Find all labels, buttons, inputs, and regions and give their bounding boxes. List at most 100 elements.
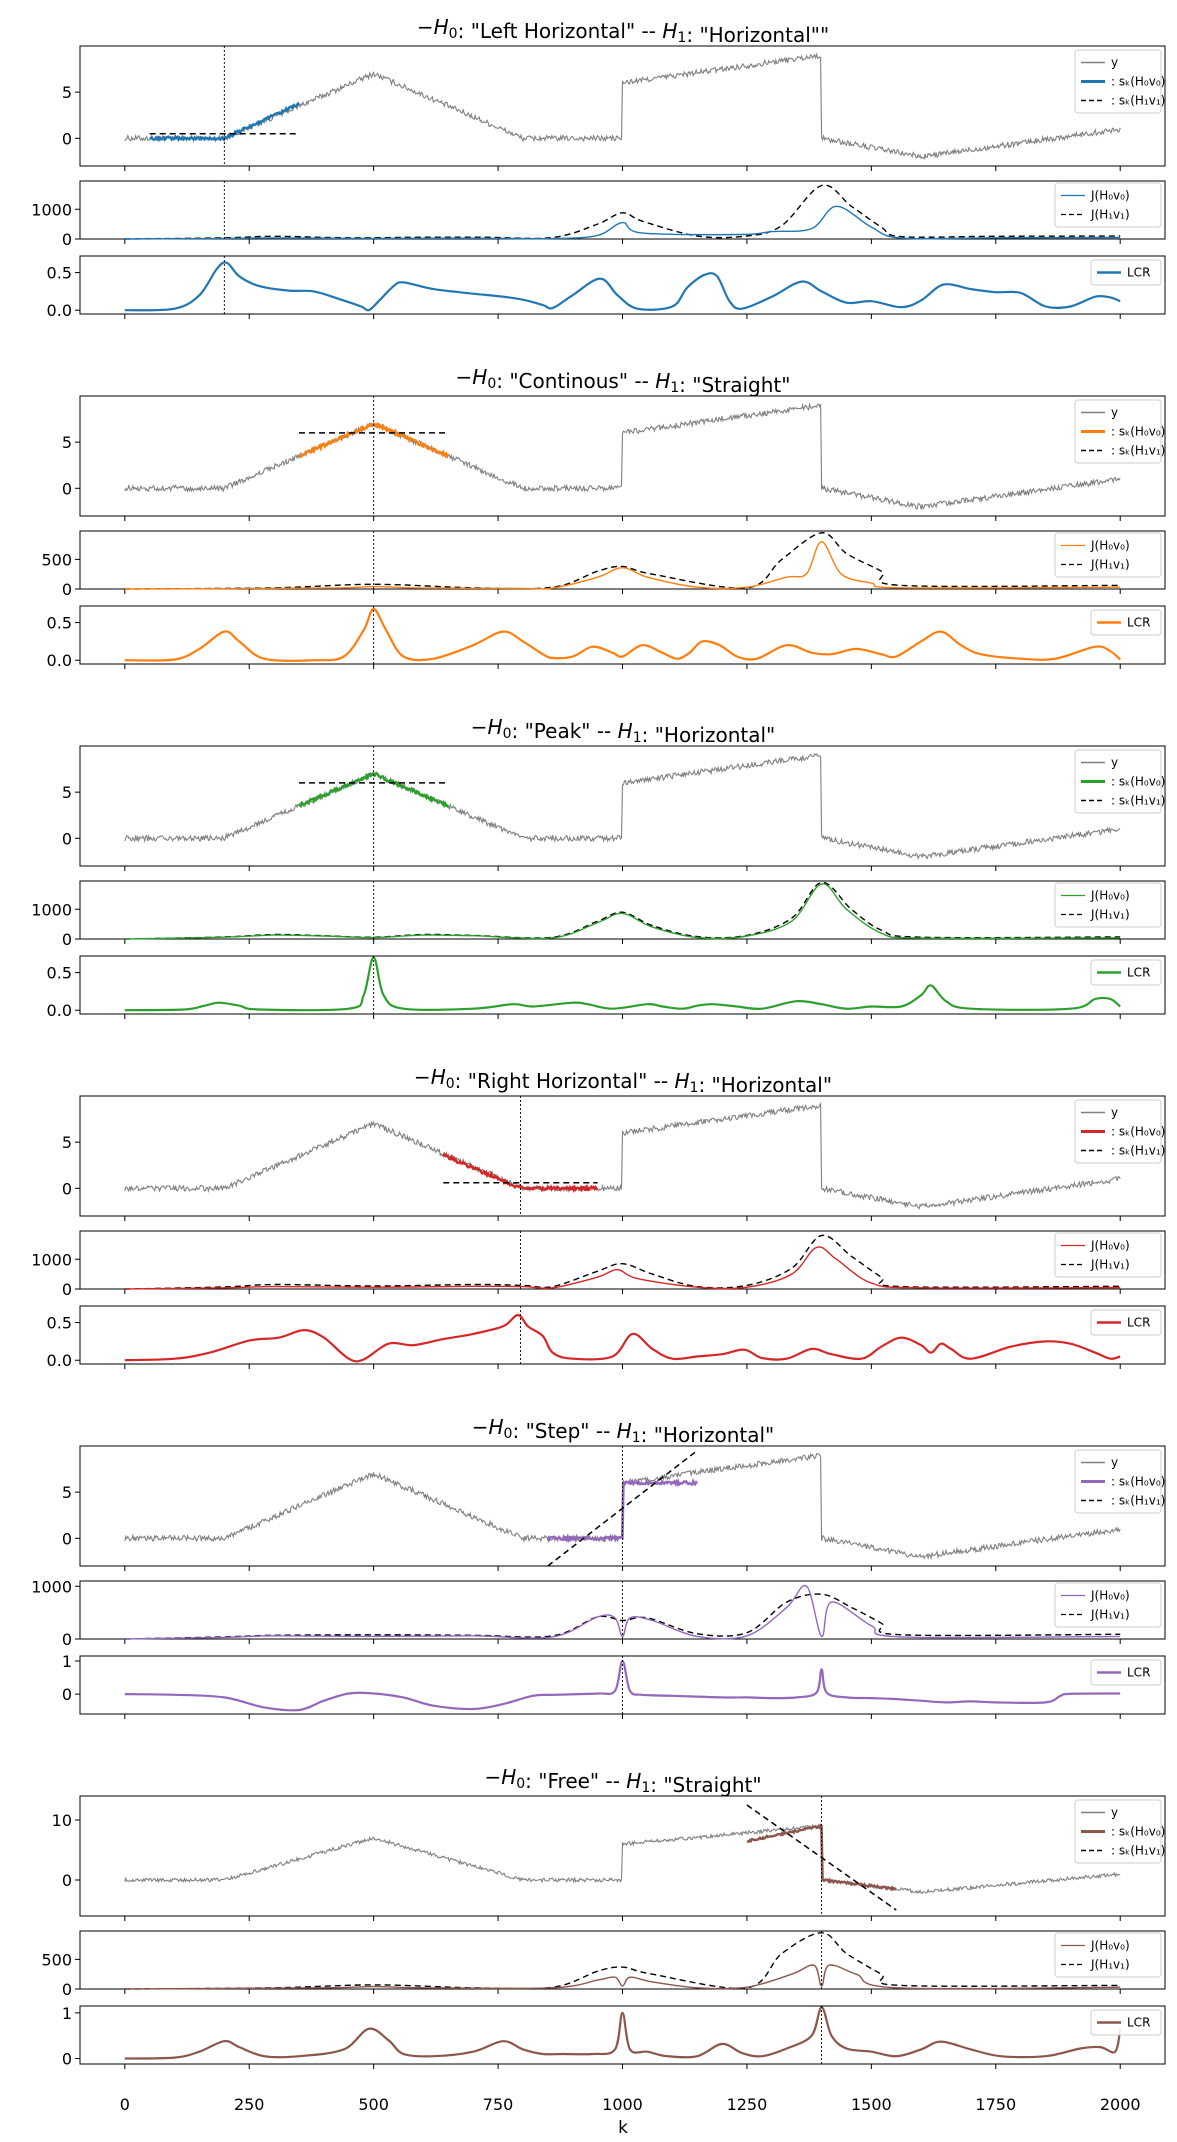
signal-panel-legend-label: y (1111, 756, 1118, 770)
cost-panel-ytick-label: 500 (41, 1950, 72, 1969)
title-part: : (455, 1069, 468, 1093)
cost-j-h0-line (124, 883, 1121, 940)
panel-title: −H0: "Step" -- H1: "Horizontal" (472, 1415, 775, 1447)
title-part: H (434, 15, 449, 39)
lcr-panel-ytick-label: 1 (62, 1652, 72, 1671)
lcr-panel-legend-label: LCR (1127, 616, 1150, 630)
signal-panel-ytick-label: 10 (52, 1811, 72, 1830)
title-part: : (686, 23, 699, 47)
lcr-line (124, 1313, 1121, 1363)
lcr-panel-legend-box (1090, 959, 1162, 986)
title-part: 1 (632, 1430, 641, 1446)
lcr-panel-ytick-label: 0.0 (47, 651, 72, 670)
lcr-panel-legend-box (1090, 609, 1162, 636)
cost-j-h0-line (124, 1246, 1121, 1290)
signal-panel-ytick-label: 0 (62, 129, 72, 148)
signal-panel-ytick-label: 5 (62, 1483, 72, 1502)
cost-panel-legend-box (1054, 1232, 1162, 1278)
title-part: -- (628, 369, 655, 393)
signal-panel-legend-label: : sₖ(H₁v₁) (1111, 444, 1165, 458)
title-part: -- (599, 1769, 626, 1793)
title-part: H (662, 19, 677, 43)
cost-panel-legend-label: J(H₁v₁) (1090, 208, 1130, 222)
signal-panel-ytick-label: 5 (62, 1133, 72, 1152)
cost-panel-legend-box (1054, 882, 1162, 928)
signal-panel-legend-label: : sₖ(H₀v₀) (1111, 1125, 1165, 1139)
x-tick-label: 1500 (851, 2095, 892, 2114)
cost-panel-ytick-label: 0 (62, 1280, 72, 1299)
panel-title: −H0: "Free" -- H1: "Straight" (484, 1765, 761, 1797)
title-part: − (414, 1065, 431, 1089)
title-part: H (626, 1769, 641, 1793)
title-part: H (472, 365, 487, 389)
signal-y-line (124, 402, 1121, 511)
signal-panel-legend-box (1074, 1799, 1162, 1864)
cost-j-h0-line (124, 205, 1121, 240)
title-part: : (458, 19, 471, 43)
cost-j-h0-line (124, 1964, 1121, 1990)
title-part: H (488, 715, 503, 739)
signal-y-line (124, 1823, 1121, 1895)
x-tick-label: 2000 (1100, 2095, 1141, 2114)
cost-panel-legend-box (1054, 532, 1162, 578)
cost-panel-legend-label: J(H₀v₀) (1090, 189, 1130, 203)
title-part: : (496, 369, 509, 393)
signal-panel-legend-label: : sₖ(H₀v₀) (1111, 75, 1165, 89)
lcr-panel-legend-label: LCR (1127, 1666, 1150, 1680)
title-part: H (674, 1069, 689, 1093)
block-5: −H0: "Step" -- H1: "Horizontal"05y: sₖ(H… (31, 1415, 1166, 1719)
signal-fit-h0-line (746, 1823, 897, 1892)
title-part: "Free" (538, 1769, 599, 1793)
block-2: −H0: "Continous" -- H1: "Straight"05y: s… (41, 365, 1166, 670)
title-part: 1 (690, 1080, 699, 1096)
signal-panel-ytick-label: 0 (62, 1529, 72, 1548)
panel-title: −H0: "Peak" -- H1: "Horizontal" (471, 715, 776, 747)
lcr-line (124, 261, 1121, 312)
lcr-panel-ytick-label: 0.0 (47, 301, 72, 320)
x-tick-label: 1750 (975, 2095, 1016, 2114)
title-part: "Right Horizontal" (468, 1069, 648, 1093)
lcr-panel-legend-box (1090, 2009, 1162, 2036)
signal-panel-ytick-label: 0 (62, 1871, 72, 1890)
lcr-panel-legend-box (1090, 1309, 1162, 1336)
cost-panel-legend-label: J(H₁v₁) (1090, 908, 1130, 922)
title-part: − (472, 1415, 489, 1439)
title-part: -- (590, 719, 617, 743)
lcr-line (124, 956, 1121, 1012)
cost-panel-legend-label: J(H₁v₁) (1090, 558, 1130, 572)
signal-panel-ytick-label: 5 (62, 433, 72, 452)
cost-j-h1-line (124, 1234, 1121, 1290)
panels: −H0: "Left Horizontal" -- H1: "Horizonta… (31, 15, 1166, 2069)
cost-panel-legend-box (1054, 1932, 1162, 1978)
cost-panel-legend-label: J(H₁v₁) (1090, 1258, 1130, 1272)
title-part: 1 (670, 380, 679, 396)
title-part: H (501, 1765, 516, 1789)
cost-panel-legend-box (1054, 182, 1162, 228)
cost-j-h0-line (124, 540, 1121, 590)
signal-panel-legend-label: : sₖ(H₁v₁) (1111, 94, 1165, 108)
signal-panel-legend-box (1074, 399, 1162, 464)
signal-y-line (124, 1101, 1121, 1210)
lcr-panel-ytick-label: 0 (62, 2050, 72, 2069)
title-part: "Straight" (692, 373, 790, 397)
signal-fit-h0-line (546, 1478, 699, 1544)
signal-panel-legend-label: y (1111, 406, 1118, 420)
title-part: : (698, 1073, 711, 1097)
signal-fit-h0-line (298, 421, 450, 459)
title-part: "Step" (526, 1419, 590, 1443)
cost-panel-legend-label: J(H₁v₁) (1090, 1608, 1130, 1622)
title-part: − (484, 1765, 501, 1789)
title-part: 0 (516, 1776, 525, 1792)
cost-panel-ytick-label: 1000 (31, 200, 72, 219)
lcr-line (124, 1659, 1121, 1712)
x-tick-label: 500 (358, 2095, 389, 2114)
cost-j-h1-line (124, 1932, 1121, 1990)
title-part: H (655, 369, 670, 393)
cost-j-h1-line (124, 1593, 1121, 1640)
cost-panel-legend-label: J(H₁v₁) (1090, 1958, 1130, 1972)
title-part: : (525, 1769, 538, 1793)
lcr-line (124, 607, 1121, 662)
block-1: −H0: "Left Horizontal" -- H1: "Horizonta… (31, 15, 1166, 320)
signal-panel-legend-label: : sₖ(H₁v₁) (1111, 1844, 1165, 1858)
title-part: 0 (449, 26, 458, 42)
